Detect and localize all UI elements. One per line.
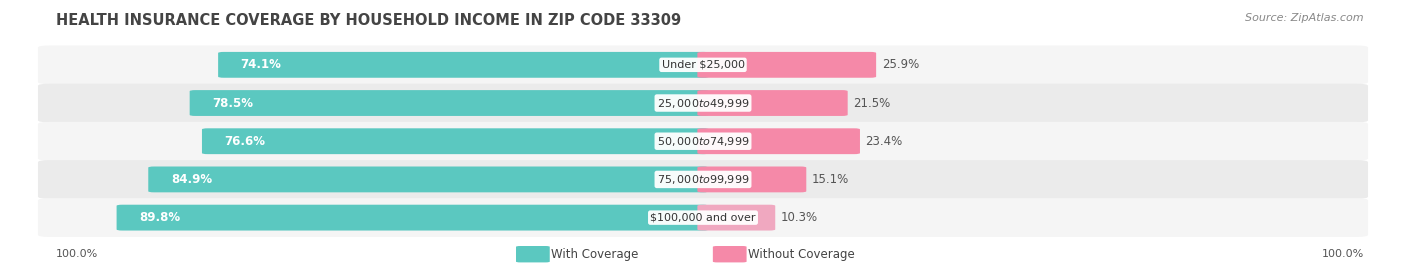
Text: Source: ZipAtlas.com: Source: ZipAtlas.com — [1246, 13, 1364, 23]
Text: Under $25,000: Under $25,000 — [661, 60, 745, 70]
FancyBboxPatch shape — [117, 205, 709, 231]
Text: 76.6%: 76.6% — [225, 135, 266, 148]
Text: 10.3%: 10.3% — [780, 211, 818, 224]
Text: 78.5%: 78.5% — [212, 97, 253, 109]
Text: $50,000 to $74,999: $50,000 to $74,999 — [657, 135, 749, 148]
Text: $100,000 and over: $100,000 and over — [650, 213, 756, 223]
Text: 21.5%: 21.5% — [853, 97, 890, 109]
Text: $75,000 to $99,999: $75,000 to $99,999 — [657, 173, 749, 186]
FancyBboxPatch shape — [202, 128, 709, 154]
FancyBboxPatch shape — [38, 84, 1368, 122]
FancyBboxPatch shape — [697, 52, 876, 78]
Text: 74.1%: 74.1% — [240, 58, 281, 71]
FancyBboxPatch shape — [38, 160, 1368, 199]
Text: 100.0%: 100.0% — [1322, 249, 1364, 259]
FancyBboxPatch shape — [38, 198, 1368, 237]
FancyBboxPatch shape — [697, 128, 860, 154]
FancyBboxPatch shape — [148, 167, 709, 192]
Text: $25,000 to $49,999: $25,000 to $49,999 — [657, 97, 749, 109]
FancyBboxPatch shape — [190, 90, 709, 116]
FancyBboxPatch shape — [516, 246, 550, 263]
Text: With Coverage: With Coverage — [551, 248, 638, 261]
Text: 25.9%: 25.9% — [882, 58, 920, 71]
Text: 100.0%: 100.0% — [56, 249, 98, 259]
Text: 89.8%: 89.8% — [139, 211, 180, 224]
Text: 23.4%: 23.4% — [866, 135, 903, 148]
FancyBboxPatch shape — [713, 246, 747, 263]
FancyBboxPatch shape — [697, 167, 806, 192]
FancyBboxPatch shape — [697, 90, 848, 116]
Text: Without Coverage: Without Coverage — [748, 248, 855, 261]
FancyBboxPatch shape — [697, 205, 775, 231]
Text: HEALTH INSURANCE COVERAGE BY HOUSEHOLD INCOME IN ZIP CODE 33309: HEALTH INSURANCE COVERAGE BY HOUSEHOLD I… — [56, 13, 682, 29]
FancyBboxPatch shape — [38, 122, 1368, 161]
Text: 84.9%: 84.9% — [170, 173, 212, 186]
FancyBboxPatch shape — [38, 45, 1368, 84]
FancyBboxPatch shape — [218, 52, 709, 78]
Text: 15.1%: 15.1% — [811, 173, 849, 186]
